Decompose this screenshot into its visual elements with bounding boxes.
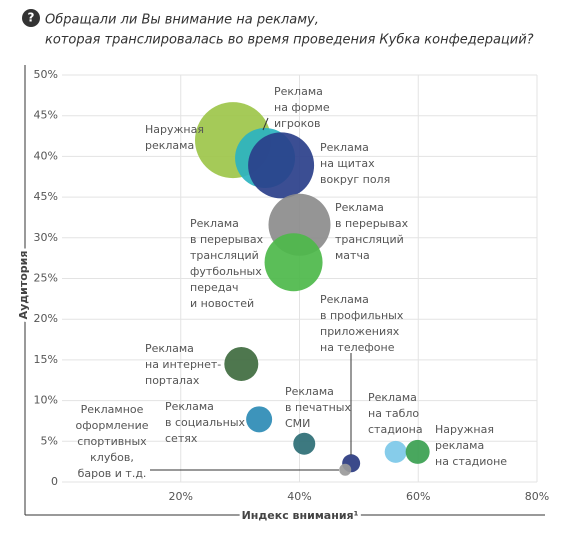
bubble: [248, 132, 315, 199]
bubble: [264, 233, 323, 292]
bubble-label: приложениях: [320, 325, 400, 338]
bubble-label: Реклама: [368, 391, 417, 404]
y-tick-label: 10%: [34, 394, 58, 407]
y-tick-label: 15%: [34, 353, 58, 366]
bubble-label: Рекламное: [81, 403, 144, 416]
icon: ?: [28, 11, 35, 25]
bubble-label: Реклама: [145, 342, 194, 355]
bubble-label: клубов,: [90, 451, 134, 464]
bubble-label: Реклама: [190, 217, 239, 230]
bubble-label: порталах: [145, 374, 200, 387]
x-tick-label: 80%: [525, 490, 549, 503]
bubble-label: Реклама: [274, 85, 323, 98]
bubble: [224, 346, 259, 381]
bubble: [405, 439, 430, 464]
icon-circle: [22, 9, 40, 27]
y-axis-label: Аудитория: [17, 251, 30, 320]
bubble-label: в печатных: [285, 401, 351, 414]
bubble-label: в профильных: [320, 309, 404, 322]
bubble-label: стадиона: [368, 423, 423, 436]
x-tick-label: 40%: [287, 490, 311, 503]
bubble-label: передач: [190, 281, 239, 294]
y-tick-label: 40%: [34, 149, 58, 162]
bubble: [384, 440, 407, 463]
x-tick-label: 20%: [169, 490, 193, 503]
bubble-label: Реклама: [320, 293, 369, 306]
bubble-label: на щитах: [320, 157, 375, 170]
bubble-label: на стадионе: [435, 455, 507, 468]
bubble-label: в социальных: [165, 416, 246, 429]
bubble-label: Реклама: [285, 385, 334, 398]
y-tick-label: 0: [51, 475, 58, 488]
bubble-label: на телефоне: [320, 341, 395, 354]
bubble-label: реклама: [435, 439, 484, 452]
bubble-label: Реклама: [335, 201, 384, 214]
bubble-label: и новостей: [190, 297, 254, 310]
bubble-label: баров и т.д.: [78, 467, 147, 480]
bubble-label: оформление: [75, 419, 148, 432]
bubble-label: сетях: [165, 432, 198, 445]
bubble-label: Реклама: [320, 141, 369, 154]
bubble-label: в перерывах: [190, 233, 264, 246]
bubble-label: реклама: [145, 139, 194, 152]
bubble: [293, 432, 316, 455]
bubble: [246, 406, 273, 433]
bubble-label: Наружная: [145, 123, 204, 136]
y-tick-label: 45%: [34, 109, 58, 122]
bubble: [339, 463, 352, 476]
bubble-label: на интернет-: [145, 358, 221, 371]
y-tick-label: 5%: [41, 434, 58, 447]
bubble-label: спортивных: [77, 435, 147, 448]
title-line: Обращали ли Вы внимание на рекламу,: [45, 13, 319, 28]
bubble-label: вокруг поля: [320, 173, 390, 186]
bubble-label: футбольных: [190, 265, 262, 278]
bubble-label: трансляций: [335, 233, 404, 246]
bubble-label: трансляций: [190, 249, 259, 262]
bubble-label: игроков: [274, 117, 321, 130]
y-tick-label: 30%: [34, 231, 58, 244]
bubble-label: на табло: [368, 407, 419, 420]
y-tick-label: 50%: [34, 68, 58, 81]
x-tick-label: 60%: [406, 490, 430, 503]
bubble-label: на форме: [274, 101, 330, 114]
y-tick-label: 25%: [34, 272, 58, 285]
bubble-label: Наружная: [435, 423, 494, 436]
y-tick-label: 20%: [34, 312, 58, 325]
bubble-label: Реклама: [165, 400, 214, 413]
bubble-label: в перерывах: [335, 217, 409, 230]
title-line: которая транслировалась во время проведе…: [45, 33, 534, 48]
x-axis-label: Индекс внимания¹: [242, 509, 359, 522]
bubble-label: СМИ: [285, 417, 310, 430]
y-tick-label: 45%: [34, 190, 58, 203]
leader-line: [262, 117, 269, 131]
bubble-label: матча: [335, 249, 370, 262]
